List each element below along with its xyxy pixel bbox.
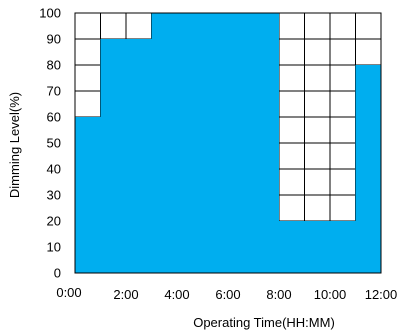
x-tick-label: 10:00 [314,287,347,302]
y-tick-label: 60 [47,110,61,125]
x-axis-title: Operating Time(HH:MM) [193,315,335,330]
y-tick-label: 40 [47,162,61,177]
x-tick-label: 0:00 [56,285,81,300]
x-tick-label: 2:00 [113,287,138,302]
y-axis-title: Dimming Level(%) [7,92,22,198]
y-tick-label: 70 [47,84,61,99]
y-tick-label: 0 [54,266,61,281]
x-tick-label: 12:00 [365,287,398,302]
plot-frame [74,12,382,274]
y-tick-label: 80 [47,58,61,73]
y-tick-label: 100 [39,6,61,21]
x-tick-label: 4:00 [164,287,189,302]
y-tick-label: 90 [47,32,61,47]
dimming-step-3 [279,221,356,273]
dimming-step-4 [355,65,381,273]
x-tick-labels: 0:00 2:00 4:00 6:00 8:00 10:00 12:00 [56,285,397,302]
x-tick-label: 6:00 [215,287,240,302]
y-tick-labels: 0 10 20 30 40 50 60 70 80 90 100 [39,6,61,281]
dimming-step-2 [151,13,279,273]
dimming-step-0 [75,117,101,273]
x-tick-label: 8:00 [266,287,291,302]
y-tick-label: 20 [47,214,61,229]
y-tick-label: 10 [47,240,61,255]
y-tick-label: 30 [47,188,61,203]
dimming-steps [75,13,381,273]
dimming-step-1 [100,39,152,273]
y-tick-label: 50 [47,136,61,151]
